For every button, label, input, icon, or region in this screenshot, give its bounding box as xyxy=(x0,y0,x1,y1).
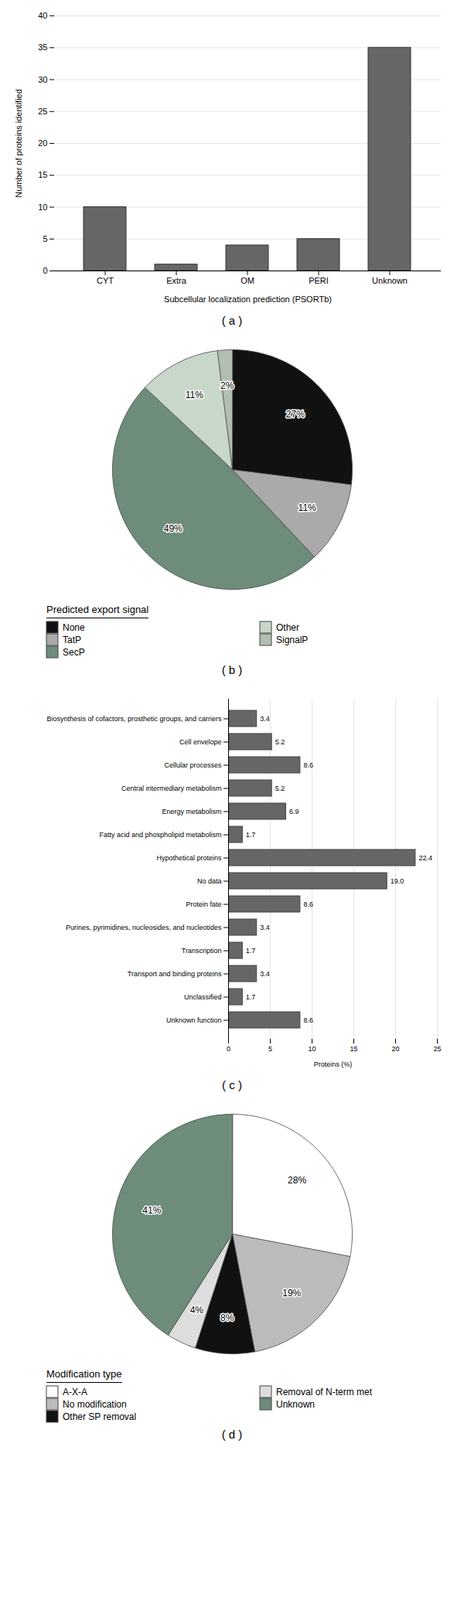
svg-text:30: 30 xyxy=(37,75,48,85)
svg-text:Unknown function: Unknown function xyxy=(166,1016,222,1025)
svg-text:Number of proteins identified: Number of proteins identified xyxy=(13,88,24,198)
svg-text:40: 40 xyxy=(37,10,48,21)
svg-text:CYT: CYT xyxy=(96,276,114,286)
html-text:Removal of N-term met: Removal of N-term met xyxy=(276,1386,372,1398)
svg-text:2%: 2% xyxy=(220,380,235,392)
svg-text:1.7: 1.7 xyxy=(245,993,256,1002)
html-text:No modification: No modification xyxy=(62,1399,127,1411)
svg-text:PERI: PERI xyxy=(308,276,329,286)
svg-text:0: 0 xyxy=(226,1045,231,1054)
svg-text:8.6: 8.6 xyxy=(303,1016,314,1025)
html-text:Unknown: Unknown xyxy=(276,1399,315,1411)
html-text:( a ): ( a ) xyxy=(221,313,243,328)
svg-text:Cellular processes: Cellular processes xyxy=(163,761,222,770)
svg-text:No data: No data xyxy=(197,877,222,886)
html-text:Other: Other xyxy=(276,622,300,633)
svg-text:Unknown: Unknown xyxy=(371,276,408,286)
svg-text:Transport and binding proteins: Transport and binding proteins xyxy=(127,970,222,979)
svg-text:6.9: 6.9 xyxy=(289,808,300,816)
svg-text:Energy metabolism: Energy metabolism xyxy=(161,808,222,816)
svg-text:19%: 19% xyxy=(282,1288,301,1300)
svg-text:19.0: 19.0 xyxy=(390,877,405,886)
svg-text:10: 10 xyxy=(307,1045,316,1054)
html-text:( d ): ( d ) xyxy=(221,1428,243,1442)
html-text:SecP: SecP xyxy=(62,646,85,658)
html-text:None: None xyxy=(62,622,85,633)
svg-text:Transcription: Transcription xyxy=(181,947,222,956)
svg-text:Cell envelope: Cell envelope xyxy=(179,738,222,747)
svg-text:Biosynthesis of cofactors, pro: Biosynthesis of cofactors, prosthetic gr… xyxy=(46,715,222,724)
svg-text:OM: OM xyxy=(240,276,255,286)
svg-text:Central intermediary metabolis: Central intermediary metabolism xyxy=(121,784,222,793)
svg-text:4%: 4% xyxy=(190,1305,205,1317)
svg-text:Unclassified: Unclassified xyxy=(184,993,222,1002)
svg-text:Extra: Extra xyxy=(166,276,188,286)
svg-text:5: 5 xyxy=(42,234,48,244)
svg-text:11%: 11% xyxy=(298,502,317,514)
svg-text:10: 10 xyxy=(37,202,48,212)
svg-text:25: 25 xyxy=(433,1045,441,1054)
svg-text:8%: 8% xyxy=(220,1313,235,1324)
svg-text:Purines, pyrimidines, nucleosi: Purines, pyrimidines, nucleosides, and n… xyxy=(65,924,222,932)
svg-text:5.2: 5.2 xyxy=(275,784,286,793)
svg-text:41%: 41% xyxy=(142,1205,161,1217)
svg-text:28%: 28% xyxy=(287,1175,307,1187)
svg-text:5.2: 5.2 xyxy=(275,738,286,747)
svg-text:35: 35 xyxy=(37,42,48,52)
svg-text:Protein fate: Protein fate xyxy=(185,900,222,909)
svg-text:22.4: 22.4 xyxy=(418,854,433,863)
html-text:TatP: TatP xyxy=(62,634,82,646)
svg-text:8.6: 8.6 xyxy=(303,900,314,909)
svg-text:27%: 27% xyxy=(286,409,305,420)
svg-text:5: 5 xyxy=(268,1045,273,1054)
svg-text:20: 20 xyxy=(391,1045,400,1054)
svg-text:20: 20 xyxy=(37,138,48,148)
svg-text:8.6: 8.6 xyxy=(303,761,314,770)
svg-text:Hypothetical proteins: Hypothetical proteins xyxy=(156,854,222,863)
svg-text:15: 15 xyxy=(349,1045,358,1054)
html-text:SignalP: SignalP xyxy=(276,634,309,646)
html-text:Modification type: Modification type xyxy=(46,1368,122,1381)
svg-text:Proteins (%): Proteins (%) xyxy=(313,1061,353,1069)
svg-text:15: 15 xyxy=(37,170,48,180)
svg-text:1.7: 1.7 xyxy=(245,831,256,840)
svg-text:3.4: 3.4 xyxy=(259,715,270,724)
svg-text:11%: 11% xyxy=(185,389,204,401)
svg-text:0: 0 xyxy=(42,266,48,276)
svg-text:3.4: 3.4 xyxy=(259,970,270,979)
html-text:A-X-A: A-X-A xyxy=(62,1386,88,1398)
html-text:( b ): ( b ) xyxy=(221,663,243,677)
svg-text:Fatty acid and phospholipid me: Fatty acid and phospholipid metabolism xyxy=(98,831,222,840)
html-text:Predicted export signal: Predicted export signal xyxy=(46,603,149,616)
svg-text:1.7: 1.7 xyxy=(245,947,256,956)
html-text:( c ): ( c ) xyxy=(222,1078,242,1092)
html-text:Other SP removal: Other SP removal xyxy=(62,1411,137,1423)
svg-text:Subcellular localization predi: Subcellular localization prediction (PSO… xyxy=(163,294,332,304)
svg-text:25: 25 xyxy=(37,106,48,116)
svg-text:3.4: 3.4 xyxy=(259,924,270,932)
svg-text:49%: 49% xyxy=(163,523,183,535)
